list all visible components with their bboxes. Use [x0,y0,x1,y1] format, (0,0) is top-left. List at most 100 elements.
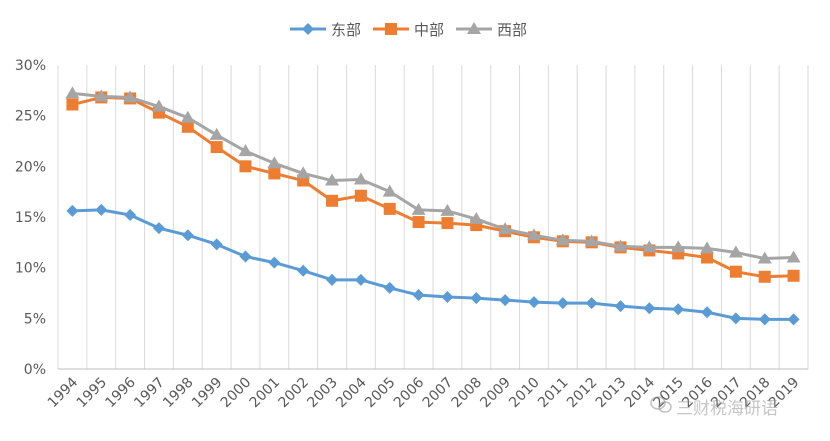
data-point [441,217,454,230]
data-point [786,250,801,263]
y-tick-label: 10% [15,261,46,277]
series-lines [65,86,801,326]
data-point [239,250,252,263]
watermark: 三财税海研语 [650,394,778,419]
legend-item: 西部 [456,21,527,39]
y-tick-label: 30% [15,58,46,74]
x-tick-label: 1999 [189,375,226,412]
data-point [296,166,311,179]
data-point [181,229,194,242]
data-point [123,90,138,103]
x-tick-label: 2004 [333,374,370,411]
data-point [382,184,397,197]
data-point [124,208,137,221]
data-point [383,281,396,294]
data-point [787,269,800,282]
data-point [353,172,368,185]
data-point [181,120,194,133]
data-point [65,86,80,99]
data-point [326,194,339,207]
data-point [527,296,540,309]
x-tick-label: 2009 [477,375,514,412]
x-tick-label: 2011 [535,375,572,412]
series-1 [66,203,800,326]
x-tick-label: 1997 [131,375,168,412]
data-point [152,222,165,235]
x-tick-label: 2003 [304,375,341,412]
legend-label: 东部 [331,21,361,39]
data-point [758,270,771,283]
y-tick-label: 0% [24,362,46,378]
data-point [700,241,715,254]
data-point [729,265,742,278]
x-tick-label: 2006 [391,374,428,411]
data-point [354,273,367,286]
legend-label: 西部 [497,21,527,39]
data-point [94,89,109,102]
data-point [701,306,714,319]
legend-marker [467,22,481,34]
data-point [671,240,686,253]
legend-marker [302,23,314,35]
data-point [412,216,425,229]
y-tick-label: 5% [24,311,46,327]
legend: 东部 中部 西部 [290,21,527,39]
x-tick-label: 2005 [362,375,399,412]
series-3 [65,86,801,264]
x-tick-label: 1996 [102,374,139,411]
data-point [584,234,599,247]
data-point [787,313,800,326]
data-point [642,240,657,253]
y-tick-label: 25% [15,109,46,125]
data-point [210,238,223,251]
legend-marker [385,23,397,35]
x-tick-label: 2013 [593,375,630,412]
data-point [180,110,195,123]
data-point [701,251,714,264]
data-point [354,189,367,202]
data-point [238,144,253,157]
data-point [526,228,541,241]
legend-item: 东部 [290,21,361,39]
watermark-text: 三财税海研语 [676,399,778,419]
y-tick-label: 20% [15,159,46,175]
data-point [440,203,455,216]
x-tick-label: 2008 [449,375,486,412]
data-point [411,202,426,215]
data-point [66,204,79,217]
x-tick-label: 1998 [160,375,197,412]
data-point [383,202,396,215]
x-tick-label: 2012 [564,375,601,412]
data-point [757,251,772,264]
data-point [297,264,310,277]
y-tick-labels: 0% 5% 10% 15% 20% 25% 30% [15,58,46,378]
data-point [469,212,484,225]
data-point [585,297,598,310]
wechat-icon [650,396,672,419]
data-point [672,247,685,260]
data-point [209,127,224,140]
data-point [325,173,340,186]
y-tick-label: 15% [15,210,46,226]
data-point [613,239,628,252]
data-point [470,292,483,305]
legend-label: 中部 [414,21,444,39]
data-point [268,256,281,269]
data-point [672,303,685,316]
x-tick-label: 2001 [247,375,284,412]
x-tick-label: 2000 [218,375,255,412]
data-point [268,167,281,180]
x-tick-label: 2007 [420,375,457,412]
data-point [151,99,166,112]
data-point [728,245,743,258]
data-point [95,203,108,216]
data-point [441,291,454,304]
data-point [412,289,425,302]
x-tick-label: 1994 [45,374,82,411]
data-point [499,294,512,307]
data-point [210,141,223,154]
x-tick-label: 2010 [506,375,543,412]
data-point [555,233,570,246]
legend-item: 中部 [373,21,444,39]
